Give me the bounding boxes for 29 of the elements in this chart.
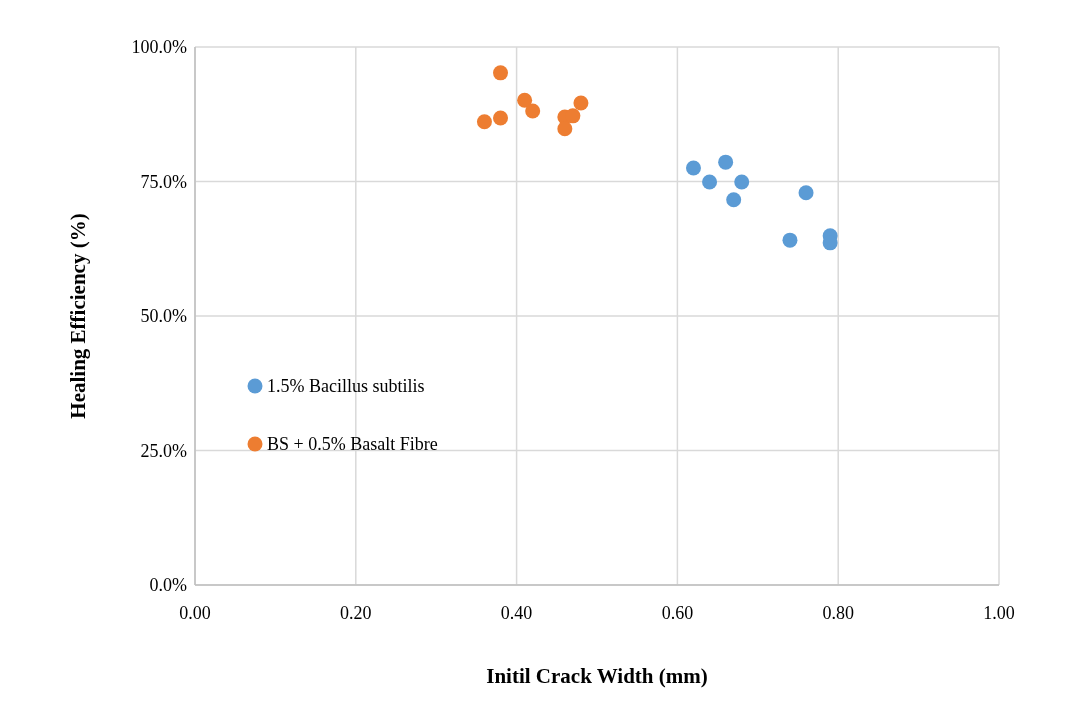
point xyxy=(557,121,573,137)
x-tick-label: 0.80 xyxy=(822,603,854,623)
y-tick-label: 100.0% xyxy=(131,37,187,58)
point xyxy=(493,110,509,126)
x-tick-label: 0.00 xyxy=(179,603,211,623)
point xyxy=(718,154,734,170)
y-tick-label: 25.0% xyxy=(140,440,187,461)
point xyxy=(517,92,533,108)
x-tick-label: 0.60 xyxy=(661,603,694,623)
y-tick-label: 75.0% xyxy=(140,171,187,192)
y-axis-title: Healing Efficiency (%) xyxy=(66,213,90,419)
point xyxy=(798,185,814,201)
point xyxy=(702,174,718,190)
legend-label: BS + 0.5% Basalt Fibre xyxy=(267,434,438,455)
point xyxy=(734,174,750,190)
x-tick-label: 0.20 xyxy=(340,603,372,623)
point xyxy=(685,160,701,176)
y-tick-label: 0.0% xyxy=(149,575,187,596)
point xyxy=(573,95,589,111)
point xyxy=(476,114,492,130)
x-tick-label: 1.00 xyxy=(983,603,1015,623)
point xyxy=(726,192,742,208)
point xyxy=(525,103,541,119)
legend-label: 1.5% Bacillus subtilis xyxy=(267,376,425,397)
y-tick-label: 50.0% xyxy=(140,306,187,327)
point xyxy=(782,232,798,248)
x-tick-label: 0.40 xyxy=(500,603,533,623)
x-axis-title: Initil Crack Width (mm) xyxy=(486,664,708,688)
point xyxy=(493,65,509,81)
